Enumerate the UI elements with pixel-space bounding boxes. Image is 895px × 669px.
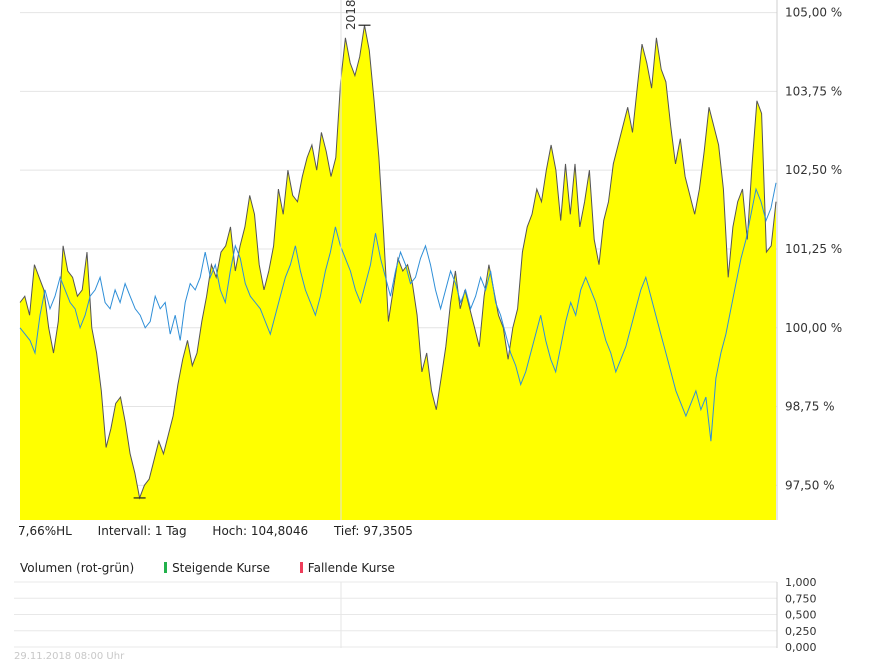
y-tick-label: 100,00 % [785, 321, 842, 335]
y-tick-label: 98,75 % [785, 400, 835, 414]
low-stat: Tief: 97,3505 [333, 524, 413, 538]
high-stat: Hoch: 104,8046 [212, 524, 309, 538]
y-tick-label: 97,50 % [785, 478, 835, 492]
timestamp: 29.11.2018 08:00 Uhr [14, 651, 125, 662]
volume-label: Volumen (rot-grün) [20, 561, 135, 575]
falling-swatch-icon [299, 562, 303, 573]
volume-tick-label: 0,000 [785, 641, 817, 654]
interval-stat: Intervall: 1 Tag [97, 524, 187, 538]
range-stat: 7,66%HL [18, 524, 72, 538]
y-tick-label: 105,00 % [785, 6, 842, 20]
volume-axis-ticks: 1,000 0,750 0,500 0,250 0,000 [785, 576, 817, 654]
falling-legend: Fallende Kurse [299, 561, 395, 575]
year-marker-label: 2018 [344, 0, 358, 30]
high-low-markers [133, 24, 371, 499]
y-tick-label: 101,25 % [785, 242, 842, 256]
price-area-fill [20, 25, 776, 520]
y-tick-label: 103,75 % [785, 84, 842, 98]
volume-tick-label: 0,500 [785, 609, 817, 622]
volume-tick-label: 1,000 [785, 576, 817, 589]
y-tick-label: 102,50 % [785, 163, 842, 177]
volume-tick-label: 0,750 [785, 592, 817, 605]
rising-swatch-icon [164, 562, 168, 573]
volume-grid [14, 581, 777, 648]
price-stats: 7,66%HL Intervall: 1 Tag Hoch: 104,8046 … [18, 524, 435, 538]
comparison-line [19, 182, 777, 442]
volume-panel: 1,000 0,750 0,500 0,250 0,000 [14, 576, 817, 654]
rising-legend: Steigende Kurse [164, 561, 270, 575]
volume-legend: Volumen (rot-grün) Steigende Kurse Falle… [20, 561, 421, 575]
price-area-line [19, 25, 777, 500]
y-axis-ticks: 97,50 % 98,75 % 100,00 % 101,25 % 102,50 % 10… [776, 0, 842, 520]
volume-tick-label: 0,250 [785, 625, 817, 638]
